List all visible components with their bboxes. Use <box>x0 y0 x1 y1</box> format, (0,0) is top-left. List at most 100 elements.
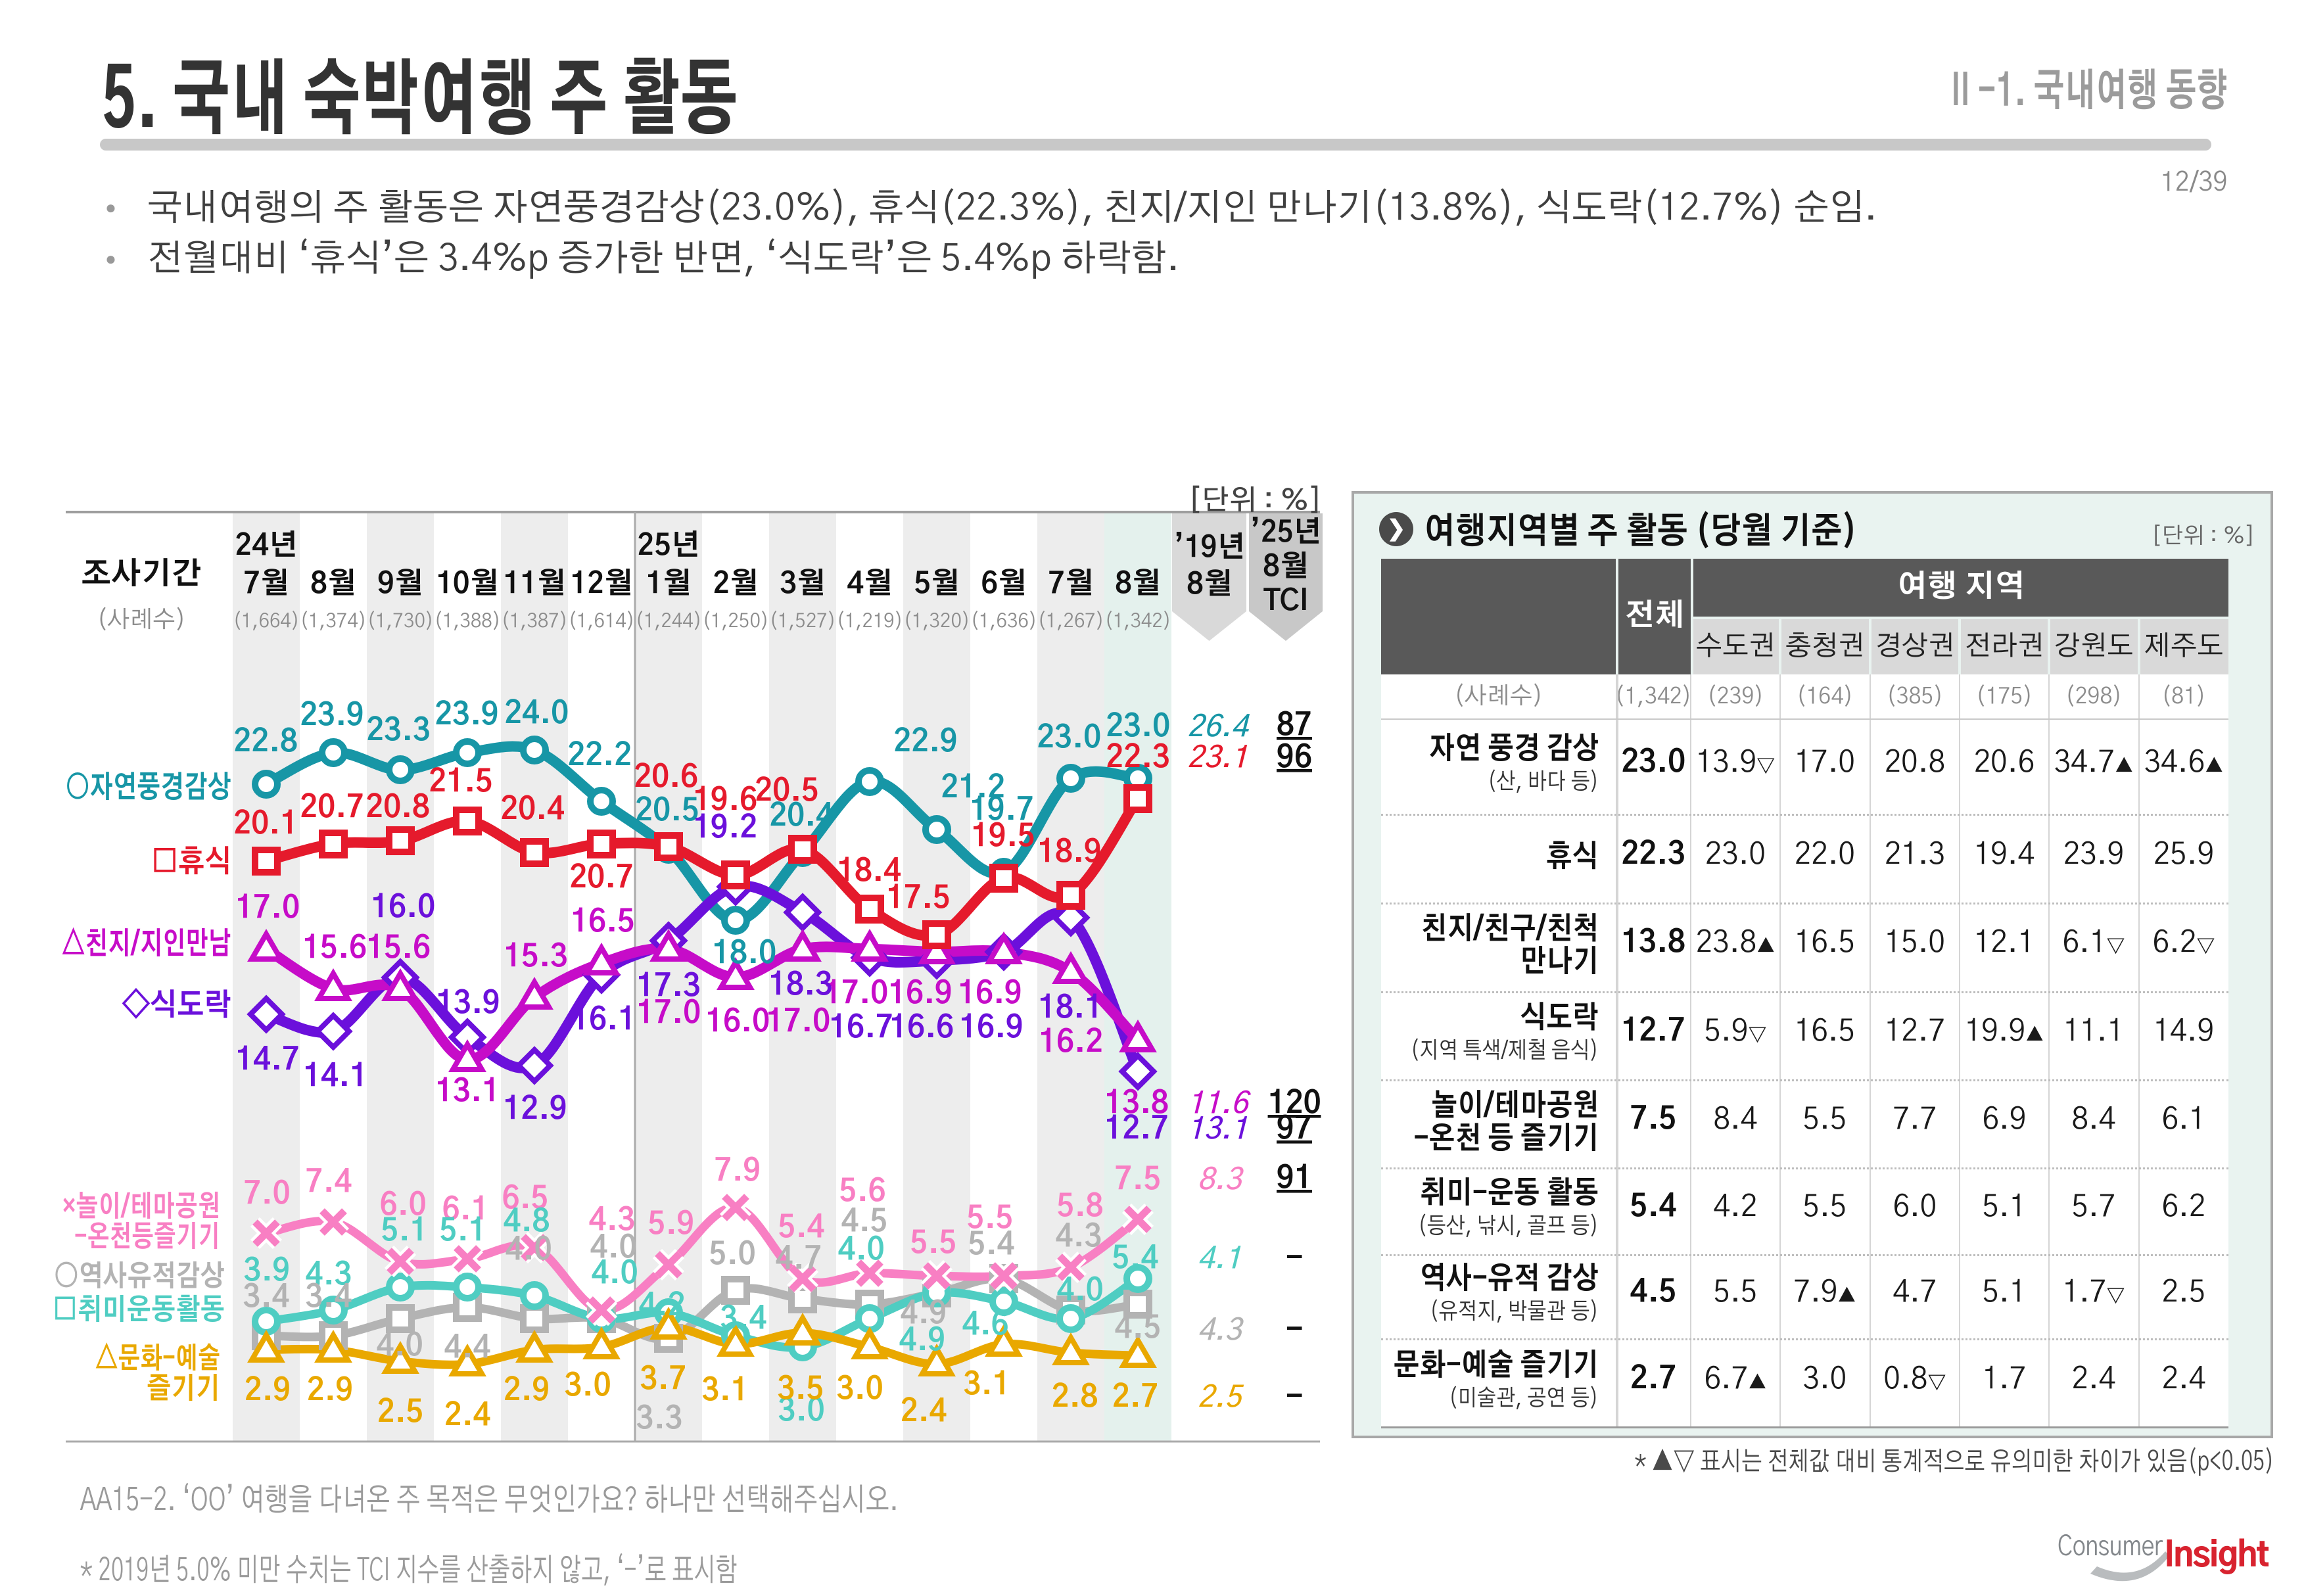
svg-text:(1,388): (1,388) <box>434 611 501 631</box>
svg-text:즐기기: 즐기기 <box>147 1374 220 1404</box>
svg-text:13.9: 13.9 <box>436 989 500 1020</box>
svg-text:20.5: 20.5 <box>635 796 699 827</box>
svg-text:23.0: 23.0 <box>1037 723 1101 754</box>
svg-text:19.5: 19.5 <box>971 822 1035 853</box>
svg-text:4.5: 4.5 <box>841 1207 888 1238</box>
svg-text:8월: 8월 <box>1187 569 1233 599</box>
svg-text:16.2: 16.2 <box>1039 1027 1103 1058</box>
svg-text:△문화-예술: △문화-예술 <box>95 1342 220 1374</box>
svg-text:6월: 6월 <box>981 568 1027 599</box>
svg-text:4.3: 4.3 <box>589 1206 636 1236</box>
svg-text:(사례수): (사례수) <box>97 606 186 632</box>
svg-text:5.4: 5.4 <box>968 1230 1015 1261</box>
svg-text:7.4: 7.4 <box>306 1167 352 1198</box>
svg-text:10월: 10월 <box>436 568 498 599</box>
svg-text:’19년: ’19년 <box>1174 532 1245 563</box>
svg-text:16.9: 16.9 <box>958 979 1022 1010</box>
svg-text:21.5: 21.5 <box>429 767 493 798</box>
svg-text:13.1: 13.1 <box>1187 1115 1248 1145</box>
svg-text:(1,664): (1,664) <box>233 611 300 631</box>
svg-text:5.5: 5.5 <box>910 1229 957 1259</box>
svg-text:23.1: 23.1 <box>1187 744 1248 774</box>
svg-text:17.0: 17.0 <box>824 979 888 1010</box>
svg-text:2.9: 2.9 <box>307 1376 354 1407</box>
svg-text:-: - <box>1286 1383 1304 1413</box>
svg-text:16.0: 16.0 <box>371 893 435 924</box>
svg-text:□취미운동활동: □취미운동활동 <box>53 1294 225 1325</box>
svg-text:5.1: 5.1 <box>440 1217 486 1247</box>
svg-text:5.9: 5.9 <box>648 1209 695 1240</box>
svg-text:18.4: 18.4 <box>837 857 901 887</box>
svg-text:16.1: 16.1 <box>571 1005 636 1036</box>
svg-text:20.1: 20.1 <box>233 809 298 840</box>
svg-text:3.5: 3.5 <box>778 1374 824 1405</box>
svg-text:21.2: 21.2 <box>941 773 1005 804</box>
svg-text:3.9: 3.9 <box>244 1256 291 1287</box>
svg-text:97: 97 <box>1277 1114 1312 1145</box>
svg-text:5.1: 5.1 <box>381 1217 428 1247</box>
svg-text:14.1: 14.1 <box>303 1062 367 1092</box>
svg-text:4.0: 4.0 <box>838 1235 885 1266</box>
svg-text:(1,636): (1,636) <box>970 611 1037 631</box>
svg-text:(1,219): (1,219) <box>836 611 903 631</box>
svg-text:15.3: 15.3 <box>504 942 568 973</box>
svg-text:3.3: 3.3 <box>636 1404 683 1435</box>
svg-text:91: 91 <box>1277 1163 1312 1194</box>
svg-text:4.2: 4.2 <box>639 1291 686 1322</box>
svg-text:96: 96 <box>1277 743 1312 774</box>
svg-text:4.1: 4.1 <box>1198 1245 1242 1275</box>
svg-text:18.0: 18.0 <box>712 939 776 970</box>
svg-text:87: 87 <box>1277 711 1312 741</box>
svg-text:7.5: 7.5 <box>1115 1165 1162 1196</box>
svg-text:(1,614): (1,614) <box>568 611 635 631</box>
svg-text:22.2: 22.2 <box>567 741 632 772</box>
svg-text:11.6: 11.6 <box>1187 1090 1252 1119</box>
svg-text:19.6: 19.6 <box>693 786 757 816</box>
svg-text:3.4: 3.4 <box>720 1304 767 1335</box>
svg-text:(1,320): (1,320) <box>903 611 970 631</box>
svg-text:4.7: 4.7 <box>776 1244 822 1275</box>
svg-text:15.6: 15.6 <box>366 933 431 964</box>
svg-text:17.5: 17.5 <box>886 884 951 914</box>
svg-text:4.6: 4.6 <box>962 1310 1009 1341</box>
svg-text:7월: 7월 <box>243 568 289 599</box>
svg-text:22.8: 22.8 <box>233 727 298 758</box>
svg-text:△친지/지인만남: △친지/지인만남 <box>62 927 231 960</box>
svg-text:2.9: 2.9 <box>504 1376 550 1407</box>
svg-text:5월: 5월 <box>914 568 960 599</box>
svg-text:16.9: 16.9 <box>888 979 953 1010</box>
svg-text:16.9: 16.9 <box>959 1013 1024 1044</box>
svg-text:17.3: 17.3 <box>636 972 701 1002</box>
svg-text:-온천등즐기기: -온천등즐기기 <box>74 1222 220 1252</box>
svg-text:(1,527): (1,527) <box>769 611 836 631</box>
svg-text:4.0: 4.0 <box>506 1235 552 1266</box>
svg-text:(1,342): (1,342) <box>1104 611 1171 631</box>
svg-text:2.9: 2.9 <box>245 1376 291 1407</box>
svg-text:20.8: 20.8 <box>365 793 430 824</box>
svg-text:19.2: 19.2 <box>693 813 757 844</box>
svg-text:25년: 25년 <box>637 530 699 561</box>
svg-text:5.4: 5.4 <box>778 1213 825 1244</box>
svg-text:20.7: 20.7 <box>300 793 364 824</box>
svg-text:20.6: 20.6 <box>634 763 698 793</box>
svg-text:4.8: 4.8 <box>504 1207 550 1238</box>
svg-text:12월: 12월 <box>570 568 632 599</box>
svg-text:5.0: 5.0 <box>709 1240 756 1271</box>
svg-text:4.3: 4.3 <box>306 1260 352 1291</box>
svg-text:14.7: 14.7 <box>235 1045 300 1076</box>
svg-text:3.4: 3.4 <box>243 1282 290 1313</box>
svg-text:2월: 2월 <box>713 568 759 599</box>
svg-text:12.9: 12.9 <box>503 1094 567 1125</box>
svg-text:×놀이/테마공원: ×놀이/테마공원 <box>62 1191 220 1222</box>
svg-text:◇식도락: ◇식도락 <box>122 987 231 1021</box>
svg-text:8.3: 8.3 <box>1198 1166 1244 1196</box>
svg-text:17.0: 17.0 <box>636 998 701 1029</box>
svg-text:2.5: 2.5 <box>377 1397 424 1428</box>
svg-text:20.4: 20.4 <box>500 795 565 826</box>
svg-text:4.0: 4.0 <box>592 1259 638 1290</box>
svg-text:5.6: 5.6 <box>839 1177 886 1208</box>
svg-text:22.9: 22.9 <box>893 727 958 758</box>
svg-text:18.3: 18.3 <box>768 970 833 1001</box>
svg-text:20.7: 20.7 <box>569 863 634 894</box>
svg-text:4.0: 4.0 <box>1057 1276 1104 1307</box>
